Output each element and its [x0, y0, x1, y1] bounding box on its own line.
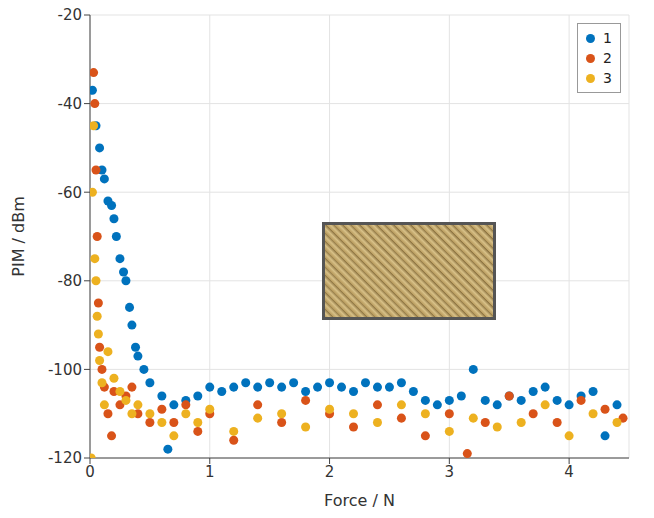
html-text:2: 2: [603, 50, 612, 66]
svg-text:0: 0: [85, 463, 95, 481]
svg-text:-20: -20: [58, 6, 83, 24]
svg-text:4: 4: [564, 463, 574, 481]
svg-text:1: 1: [205, 463, 215, 481]
html-text:1: 1: [603, 30, 612, 46]
svg-text:-80: -80: [58, 272, 83, 290]
svg-text:Force / N: Force / N: [324, 491, 395, 510]
html-text:3: 3: [603, 70, 612, 86]
svg-text:PIM / dBm: PIM / dBm: [9, 196, 28, 276]
svg-text:3: 3: [445, 463, 455, 481]
svg-text:2: 2: [325, 463, 335, 481]
svg-text:-60: -60: [58, 184, 83, 202]
svg-text:-120: -120: [48, 449, 82, 467]
svg-text:-100: -100: [48, 361, 82, 379]
svg-text:-40: -40: [58, 95, 83, 113]
